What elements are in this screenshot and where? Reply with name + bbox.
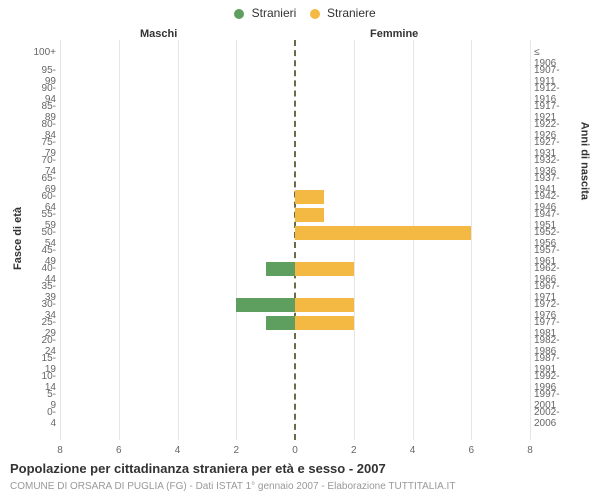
age-row: 40-441962-1966 (60, 260, 530, 278)
chart-container: Stranieri Straniere Maschi Femmine Fasce… (0, 0, 600, 500)
x-tick-label: 6 (116, 445, 122, 456)
section-header-female: Femmine (370, 28, 418, 40)
age-row: 30-341972-1976 (60, 296, 530, 314)
x-tick-label: 0 (292, 445, 298, 456)
legend-label-male: Stranieri (252, 6, 297, 20)
chart-subtitle: COMUNE DI ORSARA DI PUGLIA (FG) - Dati I… (10, 481, 455, 492)
age-row: 60-641942-1946 (60, 188, 530, 206)
age-row: 95-991907-1911 (60, 62, 530, 80)
age-row: 50-541952-1956 (60, 224, 530, 242)
age-row: 70-741932-1936 (60, 152, 530, 170)
bar-female (295, 316, 354, 330)
legend-label-female: Straniere (327, 6, 376, 20)
chart-title: Popolazione per cittadinanza straniera p… (10, 461, 386, 476)
bar-female (295, 208, 324, 222)
age-row: 80-841922-1926 (60, 116, 530, 134)
bar-male (236, 298, 295, 312)
x-tick-label: 2 (351, 445, 357, 456)
x-tick-label: 2 (233, 445, 239, 456)
age-row: 90-941912-1916 (60, 80, 530, 98)
birth-year-label: 2002-2006 (534, 407, 560, 429)
age-label: 100+ (33, 47, 56, 58)
age-row: 10-141992-1996 (60, 368, 530, 386)
bar-male (266, 316, 295, 330)
age-row: 55-591947-1951 (60, 206, 530, 224)
age-row: 65-691937-1941 (60, 170, 530, 188)
legend-swatch-male (234, 9, 244, 19)
age-row: 5-91997-2001 (60, 386, 530, 404)
age-row: 20-241982-1986 (60, 332, 530, 350)
grid-line (530, 40, 531, 440)
plot-area: 022446688100+≤ 190695-991907-191190-9419… (60, 40, 530, 440)
bar-female (295, 262, 354, 276)
age-row: 45-491957-1961 (60, 242, 530, 260)
bar-female (295, 226, 471, 240)
legend-swatch-female (310, 9, 320, 19)
age-row: 35-391967-1971 (60, 278, 530, 296)
bar-female (295, 298, 354, 312)
age-row: 15-191987-1991 (60, 350, 530, 368)
x-tick-label: 8 (527, 445, 533, 456)
x-tick-label: 4 (410, 445, 416, 456)
age-row: 25-291977-1981 (60, 314, 530, 332)
section-header-male: Maschi (140, 28, 177, 40)
y-axis-title-left: Fasce di età (12, 207, 24, 270)
x-tick-label: 6 (468, 445, 474, 456)
bar-male (266, 262, 295, 276)
age-row: 0-42002-2006 (60, 404, 530, 422)
x-tick-label: 4 (175, 445, 181, 456)
age-row: 75-791927-1931 (60, 134, 530, 152)
age-row: 85-891917-1921 (60, 98, 530, 116)
y-axis-title-right: Anni di nascita (578, 122, 590, 200)
x-tick-label: 8 (57, 445, 63, 456)
age-label: 0-4 (47, 407, 56, 429)
bar-female (295, 190, 324, 204)
legend: Stranieri Straniere (0, 6, 600, 20)
age-row: 100+≤ 1906 (60, 44, 530, 62)
